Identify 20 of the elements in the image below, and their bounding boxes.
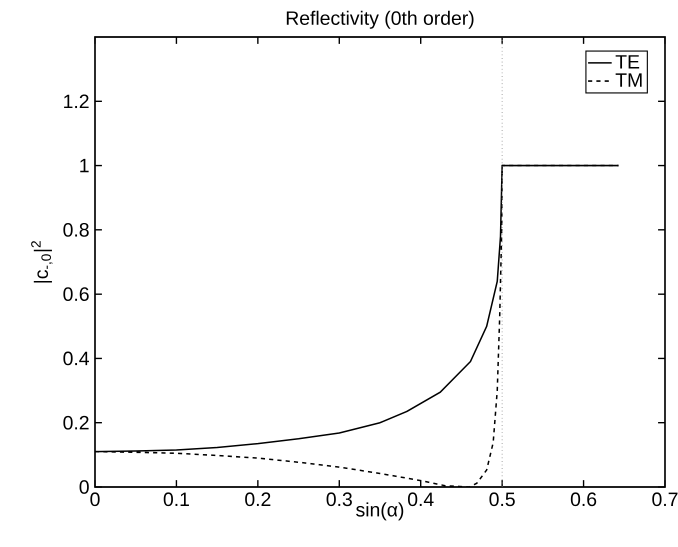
y-tick-label: 0 <box>80 480 89 494</box>
x-tick-label: 0.7 <box>652 492 678 506</box>
y-tick-label: 1 <box>80 158 89 172</box>
x-tick-label: 0.3 <box>326 492 352 506</box>
chart-title: Reflectivity (0th order) <box>286 10 474 29</box>
y-tick-label: 0.4 <box>63 352 89 366</box>
y-tick-label: 0.2 <box>63 416 89 430</box>
x-tick-label: 0.2 <box>245 492 270 506</box>
legend-label: TM <box>616 73 642 87</box>
y-axis-title: |c$_{-,0}$|$^{2}$ <box>31 241 53 283</box>
x-tick-label: 0.1 <box>164 492 189 506</box>
x-axis-title: sin(α) <box>356 502 404 520</box>
y-tick-label: 0.6 <box>63 287 89 302</box>
x-tick-label: 0.4 <box>408 492 434 506</box>
y-tick-label: 1.2 <box>64 94 89 108</box>
x-tick-label: 0.6 <box>570 492 596 506</box>
legend-label: TE <box>616 55 640 69</box>
y-tick-label: 0.8 <box>63 222 89 237</box>
x-tick-label: 0 <box>90 492 100 506</box>
x-tick-label: 0.5 <box>489 492 515 506</box>
